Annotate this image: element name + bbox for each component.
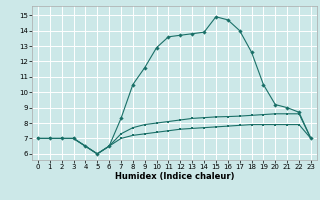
X-axis label: Humidex (Indice chaleur): Humidex (Indice chaleur) (115, 172, 234, 181)
